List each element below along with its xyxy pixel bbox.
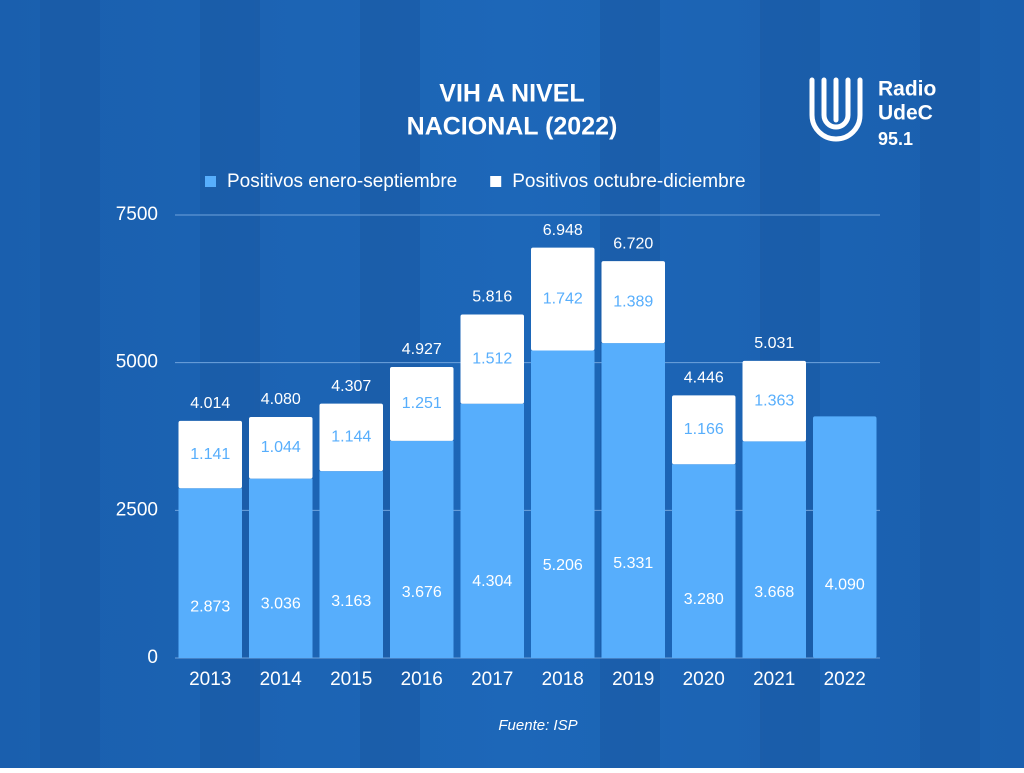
x-tick-label: 2021 xyxy=(753,669,795,690)
bar-segment xyxy=(319,471,383,658)
value-label: 3.668 xyxy=(754,584,794,601)
x-tick-label: 2020 xyxy=(683,669,725,690)
value-label: 1.166 xyxy=(684,421,724,438)
y-tick-label: 0 xyxy=(147,647,158,668)
bar-segment xyxy=(249,417,313,479)
x-tick-label: 2017 xyxy=(471,669,513,690)
bar-segment xyxy=(531,247,595,351)
legend-label: Positivos enero-septiembre xyxy=(227,171,457,192)
value-label: 5.331 xyxy=(613,555,653,572)
value-label: 2.873 xyxy=(190,598,230,615)
value-label: 3.163 xyxy=(331,593,371,610)
bar-segment xyxy=(742,441,806,658)
total-label: 5.816 xyxy=(472,289,512,306)
logo-mark xyxy=(809,77,863,142)
x-tick-label: 2018 xyxy=(542,669,584,690)
x-tick-label: 2013 xyxy=(189,669,231,690)
total-label: 6.720 xyxy=(613,235,653,252)
value-label: 1.389 xyxy=(613,293,653,310)
x-tick-label: 2019 xyxy=(612,669,654,690)
y-tick-label: 7500 xyxy=(116,204,158,225)
logo-text: 95.1 xyxy=(878,129,913,149)
bar-segment xyxy=(601,261,665,344)
legend-swatch xyxy=(490,176,502,187)
bar-segment xyxy=(460,403,524,658)
bar-segment xyxy=(672,464,736,658)
bar-segment xyxy=(390,440,454,658)
bar-segment xyxy=(319,403,383,472)
value-label: 3.036 xyxy=(261,595,301,612)
x-tick-label: 2022 xyxy=(824,669,866,690)
bar-segment xyxy=(672,395,736,465)
value-label: 1.144 xyxy=(331,429,371,446)
bar-segment xyxy=(178,488,242,658)
bar-segment xyxy=(813,416,877,658)
total-label: 4.014 xyxy=(190,395,230,412)
value-label: 1.742 xyxy=(543,290,583,307)
logo-text: UdeC xyxy=(878,102,933,125)
value-label: 4.090 xyxy=(825,577,865,594)
value-label: 1.363 xyxy=(754,392,794,409)
y-tick-label: 5000 xyxy=(116,352,158,373)
y-tick-label: 2500 xyxy=(116,499,158,520)
bar-segment xyxy=(531,350,595,658)
total-label: 5.031 xyxy=(754,335,794,352)
x-tick-label: 2016 xyxy=(401,669,443,690)
legend-label: Positivos octubre-diciembre xyxy=(512,171,745,192)
x-tick-label: 2015 xyxy=(330,669,372,690)
total-label: 6.948 xyxy=(543,222,583,239)
x-tick-label: 2014 xyxy=(260,669,303,690)
legend-swatch xyxy=(205,176,216,187)
value-label: 4.304 xyxy=(472,573,512,590)
value-label: 5.206 xyxy=(543,557,583,574)
value-label: 1.251 xyxy=(402,395,442,412)
total-label: 4.307 xyxy=(331,378,371,395)
bar-segment xyxy=(249,478,313,658)
chart-title: VIH A NIVEL xyxy=(439,80,584,108)
bar-segment xyxy=(178,420,242,489)
bar-segment xyxy=(390,366,454,441)
bar-segment xyxy=(742,360,806,442)
source: Fuente: ISP xyxy=(498,717,577,734)
total-label: 4.080 xyxy=(261,391,301,408)
value-label: 1.512 xyxy=(472,350,512,367)
value-label: 1.141 xyxy=(190,446,230,463)
total-label: 4.927 xyxy=(402,341,442,358)
bar-segment xyxy=(601,343,665,658)
total-label: 4.446 xyxy=(684,370,724,387)
chart-subtitle: NACIONAL (2022) xyxy=(407,113,618,141)
value-label: 1.044 xyxy=(261,439,301,456)
value-label: 3.676 xyxy=(402,584,442,601)
value-label: 3.280 xyxy=(684,591,724,608)
bar-segment xyxy=(460,314,524,404)
logo-text: Radio xyxy=(878,78,936,101)
